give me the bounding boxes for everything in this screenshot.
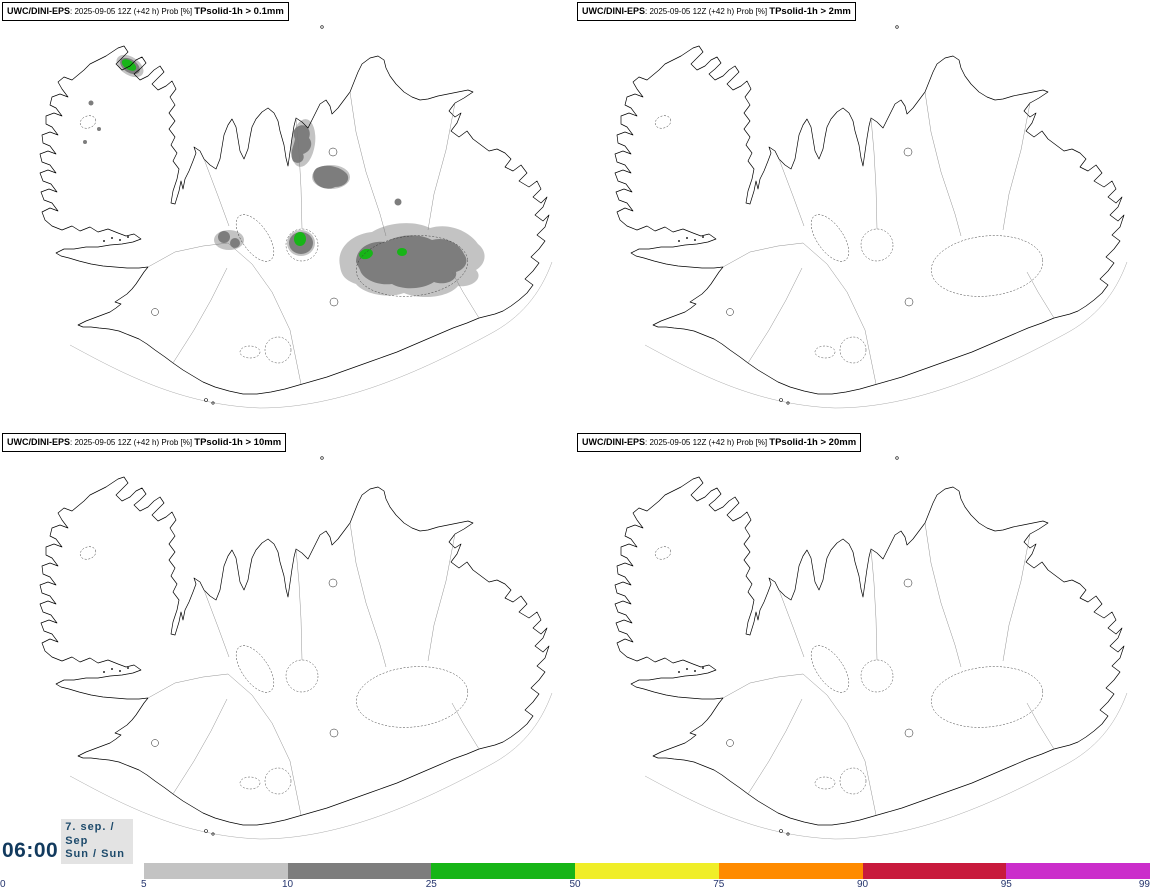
model-name: UWC/DINI-EPS [582,437,645,447]
date-box: 7. sep. / Sep Sun / Sun [61,818,133,864]
run-info: : 2025-09-05 12Z (+42 h) Prob [%] [645,7,770,16]
iceland-map-10mm [39,456,553,840]
map-title: UWC/DINI-EPS: 2025-09-05 12Z (+42 h) Pro… [2,2,289,21]
model-name: UWC/DINI-EPS [582,6,645,16]
panel-prob-10mm: UWC/DINI-EPS: 2025-09-05 12Z (+42 h) Pro… [0,431,575,862]
time-clock: 06:00 [2,839,62,864]
field-name: TPsolid-1h > 0.1mm [194,6,284,17]
colorbar-tick: 10 [281,879,294,890]
colorbar-tick: 25 [425,879,437,890]
colorbar-segment [0,863,144,879]
field-name: TPsolid-1h > 10mm [194,437,282,448]
run-info: : 2025-09-05 12Z (+42 h) Prob [%] [70,438,195,447]
colorbar-tick: 90 [856,879,869,890]
panel-prob-0p1mm: UWC/DINI-EPS: 2025-09-05 12Z (+42 h) Pro… [0,0,575,431]
colorbar-segment [287,863,432,879]
run-info: : 2025-09-05 12Z (+42 h) Prob [%] [645,438,770,447]
iceland-map-2mm [614,25,1128,409]
panel-grid: UWC/DINI-EPS: 2025-09-05 12Z (+42 h) Pro… [0,0,1150,862]
panel-prob-20mm: UWC/DINI-EPS: 2025-09-05 12Z (+42 h) Pro… [575,431,1150,862]
colorbar-tick: 75 [713,879,725,890]
model-name: UWC/DINI-EPS [7,6,70,16]
colorbar-segment [431,863,575,879]
date-line-3: Sun / Sun [65,848,125,861]
colorbar-tick: 0 [0,879,6,890]
field-name: TPsolid-1h > 2mm [769,6,851,17]
map-title: UWC/DINI-EPS: 2025-09-05 12Z (+42 h) Pro… [577,2,856,21]
iceland-map-0p1mm [39,25,553,409]
colorbar-segment [718,863,863,879]
colorbar-segment [862,863,1007,879]
colorbar-segment [143,863,288,879]
field-name: TPsolid-1h > 20mm [769,437,857,448]
iceland-map-20mm [614,456,1128,840]
model-name: UWC/DINI-EPS [7,437,70,447]
time-footer: 06:00 7. sep. / Sep Sun / Sun [2,818,133,864]
panel-prob-2mm: UWC/DINI-EPS: 2025-09-05 12Z (+42 h) Pro… [575,0,1150,431]
colorbar-ticks: 0 5 10 25 50 75 90 95 99 [0,879,1150,891]
colorbar-tick: 95 [1000,879,1012,890]
colorbar [0,863,1150,879]
colorbar-tick: 5 [140,879,147,890]
colorbar-segment [575,863,719,879]
map-title: UWC/DINI-EPS: 2025-09-05 12Z (+42 h) Pro… [577,433,862,452]
colorbar-segment [1006,863,1150,879]
map-title: UWC/DINI-EPS: 2025-09-05 12Z (+42 h) Pro… [2,433,287,452]
colorbar-tick: 99 [1138,879,1150,890]
run-info: : 2025-09-05 12Z (+42 h) Prob [%] [70,7,195,16]
colorbar-tick: 50 [569,879,581,890]
date-line-2: Sep [65,834,89,847]
date-line-1: 7. sep. / [65,820,115,833]
